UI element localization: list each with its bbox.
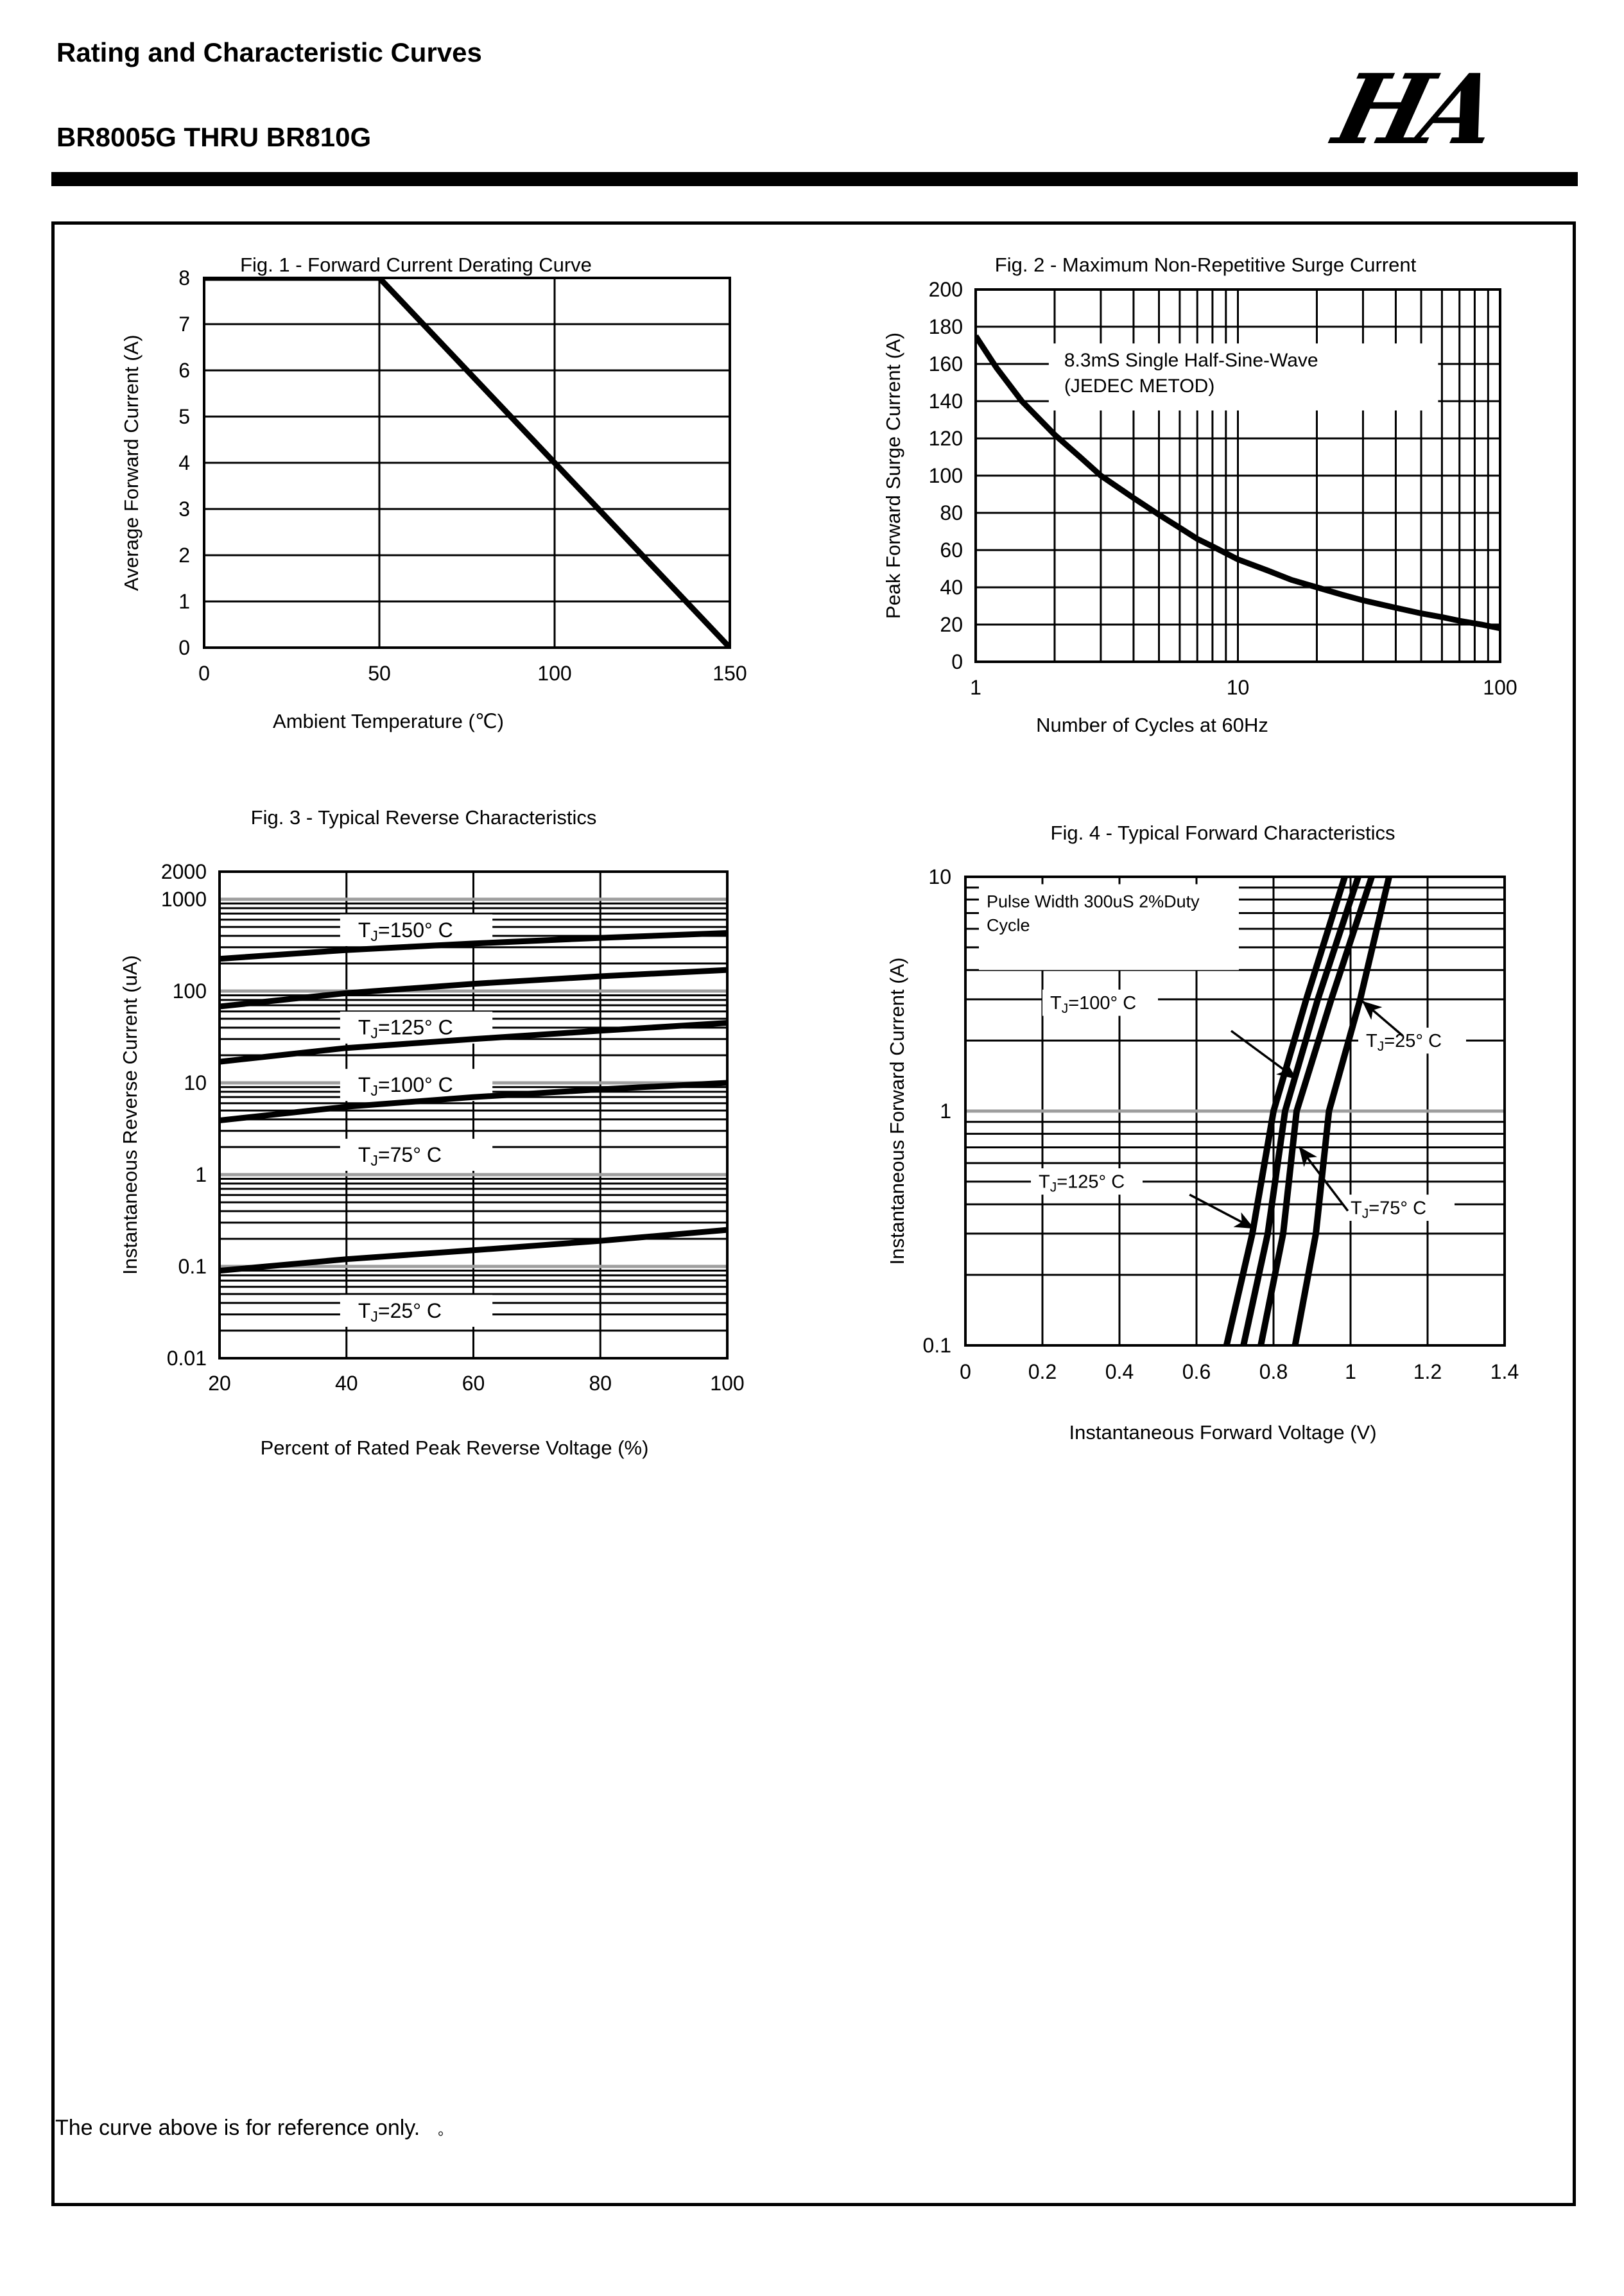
- svg-text:0: 0: [951, 650, 963, 673]
- svg-text:Cycle: Cycle: [987, 916, 1030, 935]
- svg-text:120: 120: [929, 427, 963, 450]
- svg-text:0: 0: [960, 1360, 971, 1383]
- curve-TJ-25C: [1291, 877, 1392, 1345]
- svg-text:4: 4: [178, 451, 190, 474]
- svg-text:160: 160: [929, 352, 963, 375]
- figure-plot-2: 8.3mS Single Half-Sine-Wave (JEDEC METOD)…: [929, 278, 1517, 699]
- curve-TJ-75C: [220, 1080, 727, 1123]
- svg-text:3: 3: [178, 497, 190, 521]
- svg-text:100: 100: [1483, 676, 1517, 699]
- svg-text:100: 100: [929, 464, 963, 487]
- svg-text:100: 100: [710, 1372, 744, 1395]
- svg-text:1: 1: [970, 676, 981, 699]
- footer-note-suffix: 。: [438, 2122, 453, 2138]
- curve-TJ-150C: [220, 930, 727, 962]
- svg-text:2000: 2000: [161, 860, 207, 883]
- curve-TJ-100C: [220, 1020, 727, 1065]
- svg-text:180: 180: [929, 315, 963, 338]
- svg-text:100: 100: [537, 662, 571, 685]
- curve-surge-current: [976, 334, 1500, 632]
- curve-TJ-75C: [1257, 877, 1375, 1345]
- svg-text:1: 1: [178, 590, 190, 613]
- svg-text:0: 0: [178, 636, 190, 659]
- figure-plot-1: 0 50 100 150 0 1 2 3 4 5 6 7 8: [178, 266, 747, 685]
- svg-text:TJ=75° C: TJ=75° C: [358, 1143, 442, 1169]
- svg-text:140: 140: [929, 390, 963, 413]
- svg-text:80: 80: [589, 1372, 612, 1395]
- svg-text:8: 8: [178, 266, 190, 289]
- svg-text:0: 0: [198, 662, 210, 685]
- svg-text:40: 40: [335, 1372, 358, 1395]
- fig3-title: Fig. 3 - Typical Reverse Characteristics: [250, 806, 597, 829]
- svg-text:100: 100: [173, 980, 207, 1003]
- footer-note-text: The curve above is for reference only.: [55, 2116, 420, 2140]
- fig2-title: Fig. 2 - Maximum Non-Repetitive Surge Cu…: [994, 254, 1417, 276]
- svg-text:Pulse Width 300uS 2%Duty: Pulse Width 300uS 2%Duty: [987, 892, 1200, 911]
- svg-text:6: 6: [178, 359, 190, 382]
- svg-text:1.2: 1.2: [1413, 1360, 1442, 1383]
- fig1-title: Fig. 1 - Forward Current Derating Curve: [240, 254, 592, 276]
- svg-text:40: 40: [940, 576, 963, 599]
- svg-text:50: 50: [368, 662, 391, 685]
- svg-text:5: 5: [178, 405, 190, 428]
- svg-text:0.2: 0.2: [1028, 1360, 1057, 1383]
- svg-text:TJ=100° C: TJ=100° C: [358, 1073, 453, 1099]
- fig1-x-axis-label: Ambient Temperature (℃): [273, 710, 504, 732]
- svg-text:0.6: 0.6: [1182, 1360, 1211, 1383]
- fig3-y-axis-label: Instantaneous Reverse Current (uA): [119, 955, 141, 1275]
- fig3-x-axis-label: Percent of Rated Peak Reverse Voltage (%…: [260, 1437, 649, 1459]
- svg-text:60: 60: [940, 539, 963, 562]
- svg-text:200: 200: [929, 278, 963, 301]
- svg-text:0.8: 0.8: [1259, 1360, 1288, 1383]
- svg-text:1: 1: [195, 1163, 207, 1186]
- svg-text:TJ=75° C: TJ=75° C: [1351, 1198, 1426, 1221]
- content-border-frame: [51, 221, 1576, 2206]
- header-divider-rule: [51, 172, 1578, 186]
- fig1-y-axis-label: Average Forward Current (A): [120, 334, 143, 591]
- fig2-y-axis-label: Peak Forward Surge Current (A): [882, 332, 904, 619]
- svg-text:TJ=150° C: TJ=150° C: [358, 919, 453, 944]
- svg-text:1.4: 1.4: [1490, 1360, 1519, 1383]
- svg-text:1: 1: [940, 1100, 951, 1123]
- curve-TJ-125C: [220, 967, 727, 1010]
- svg-text:0.01: 0.01: [167, 1347, 207, 1370]
- curve-forward-current-derating: [204, 278, 730, 648]
- svg-text:(JEDEC METOD): (JEDEC METOD): [1064, 375, 1214, 397]
- svg-text:10: 10: [1227, 676, 1250, 699]
- svg-text:20: 20: [940, 613, 963, 636]
- figure-plot-3: TJ=150° C TJ=125° C TJ=100° C TJ=75° C TJ=25…: [161, 860, 745, 1395]
- footer-note: The curve above is for reference only. 。: [55, 2116, 452, 2141]
- curve-TJ-25C: [220, 1227, 727, 1274]
- svg-text:20: 20: [208, 1372, 231, 1395]
- svg-text:60: 60: [462, 1372, 485, 1395]
- fig4-y-axis-label: Instantaneous Forward Current (A): [886, 957, 908, 1265]
- svg-text:TJ=25° C: TJ=25° C: [1366, 1031, 1442, 1054]
- page-title: Rating and Characteristic Curves: [56, 37, 482, 67]
- svg-text:TJ=125° C: TJ=125° C: [358, 1016, 453, 1042]
- svg-text:150: 150: [713, 662, 747, 685]
- svg-text:2: 2: [178, 544, 190, 567]
- svg-text:TJ=125° C: TJ=125° C: [1039, 1171, 1125, 1195]
- svg-text:TJ=100° C: TJ=100° C: [1050, 993, 1136, 1016]
- fig2-x-axis-label: Number of Cycles at 60Hz: [1036, 714, 1268, 736]
- svg-text:1000: 1000: [161, 888, 207, 911]
- fig4-title: Fig. 4 - Typical Forward Characteristics: [1050, 822, 1395, 844]
- svg-text:8.3mS Single Half-Sine-Wave: 8.3mS Single Half-Sine-Wave: [1064, 350, 1318, 371]
- svg-text:10: 10: [928, 865, 951, 888]
- svg-text:0.4: 0.4: [1105, 1360, 1134, 1383]
- svg-text:TJ=25° C: TJ=25° C: [358, 1299, 442, 1325]
- svg-text:0.1: 0.1: [923, 1334, 951, 1357]
- svg-text:1: 1: [1345, 1360, 1356, 1383]
- curve-TJ-125C: [1223, 877, 1348, 1345]
- curve-TJ-100C: [1240, 877, 1361, 1345]
- fig4-x-axis-label: Instantaneous Forward Voltage (V): [1069, 1421, 1377, 1444]
- svg-text:80: 80: [940, 501, 963, 524]
- svg-text:10: 10: [184, 1071, 207, 1094]
- part-number-range: BR8005G THRU BR810G: [56, 122, 372, 152]
- figure-plot-4: Pulse Width 300uS 2%Duty Cycle TJ=100° C TJ…: [923, 865, 1519, 1383]
- svg-text:7: 7: [178, 313, 190, 336]
- svg-text:0.1: 0.1: [178, 1255, 207, 1278]
